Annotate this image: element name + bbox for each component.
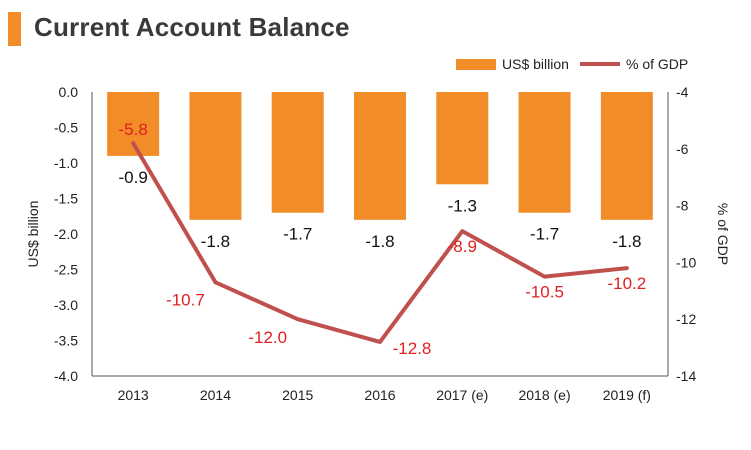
line-value-label: -8.9	[448, 237, 477, 256]
bar	[518, 92, 571, 213]
bar-value-label: -1.8	[612, 232, 641, 251]
legend-swatch-bar	[456, 59, 496, 70]
x-tick-label: 2014	[200, 387, 231, 403]
x-tick-label: 2018 (e)	[518, 387, 570, 403]
y-tick-label: -2.0	[54, 226, 78, 242]
line-value-label: -10.2	[607, 274, 646, 293]
y2-tick-label: -12	[676, 311, 696, 327]
bar	[600, 92, 653, 220]
y2-tick-label: -14	[676, 368, 696, 384]
y2-tick-label: -8	[676, 198, 689, 214]
y-tick-label: -4.0	[54, 368, 78, 384]
y-tick-label: -1.0	[54, 155, 78, 171]
line-value-label: -10.5	[525, 283, 564, 302]
chart-title: Current Account Balance	[34, 12, 350, 42]
bar-value-label: -1.8	[365, 232, 394, 251]
y-tick-label: -0.5	[54, 120, 78, 136]
line-value-label: -5.8	[118, 120, 147, 139]
x-tick-label: 2017 (e)	[436, 387, 488, 403]
x-tick-label: 2015	[282, 387, 313, 403]
y-axis-title: US$ billion	[25, 201, 41, 268]
bar	[354, 92, 406, 220]
bar-value-label: -1.7	[530, 225, 559, 244]
bar	[189, 92, 242, 220]
y-tick-label: 0.0	[59, 84, 79, 100]
bar	[436, 92, 489, 185]
y-tick-label: -3.5	[54, 333, 78, 349]
title-accent-bar	[8, 12, 21, 46]
legend-label-line: % of GDP	[626, 56, 688, 72]
line-series-gdp	[131, 141, 629, 344]
x-tick-label: 2013	[118, 387, 149, 403]
y2-tick-label: -4	[676, 84, 689, 100]
line-value-label: -12.0	[248, 328, 287, 347]
x-tick-label: 2016	[364, 387, 395, 403]
y-tick-label: -2.5	[54, 262, 78, 278]
y-tick-label: -3.0	[54, 297, 78, 313]
bar-value-label: -1.8	[201, 232, 230, 251]
line-value-label: -10.7	[166, 290, 205, 309]
bar	[271, 92, 324, 213]
bar-value-label: -0.9	[118, 168, 147, 187]
line-value-label: -12.8	[393, 339, 432, 358]
y2-tick-label: -6	[676, 141, 689, 157]
y-tick-label: -1.5	[54, 191, 78, 207]
y2-axis-title: % of GDP	[715, 203, 731, 265]
x-tick-label: 2019 (f)	[603, 387, 651, 403]
y2-tick-label: -10	[676, 254, 696, 270]
legend-label-bar: US$ billion	[502, 56, 569, 72]
bar-value-label: -1.7	[283, 225, 312, 244]
bar-value-label: -1.3	[448, 196, 477, 215]
